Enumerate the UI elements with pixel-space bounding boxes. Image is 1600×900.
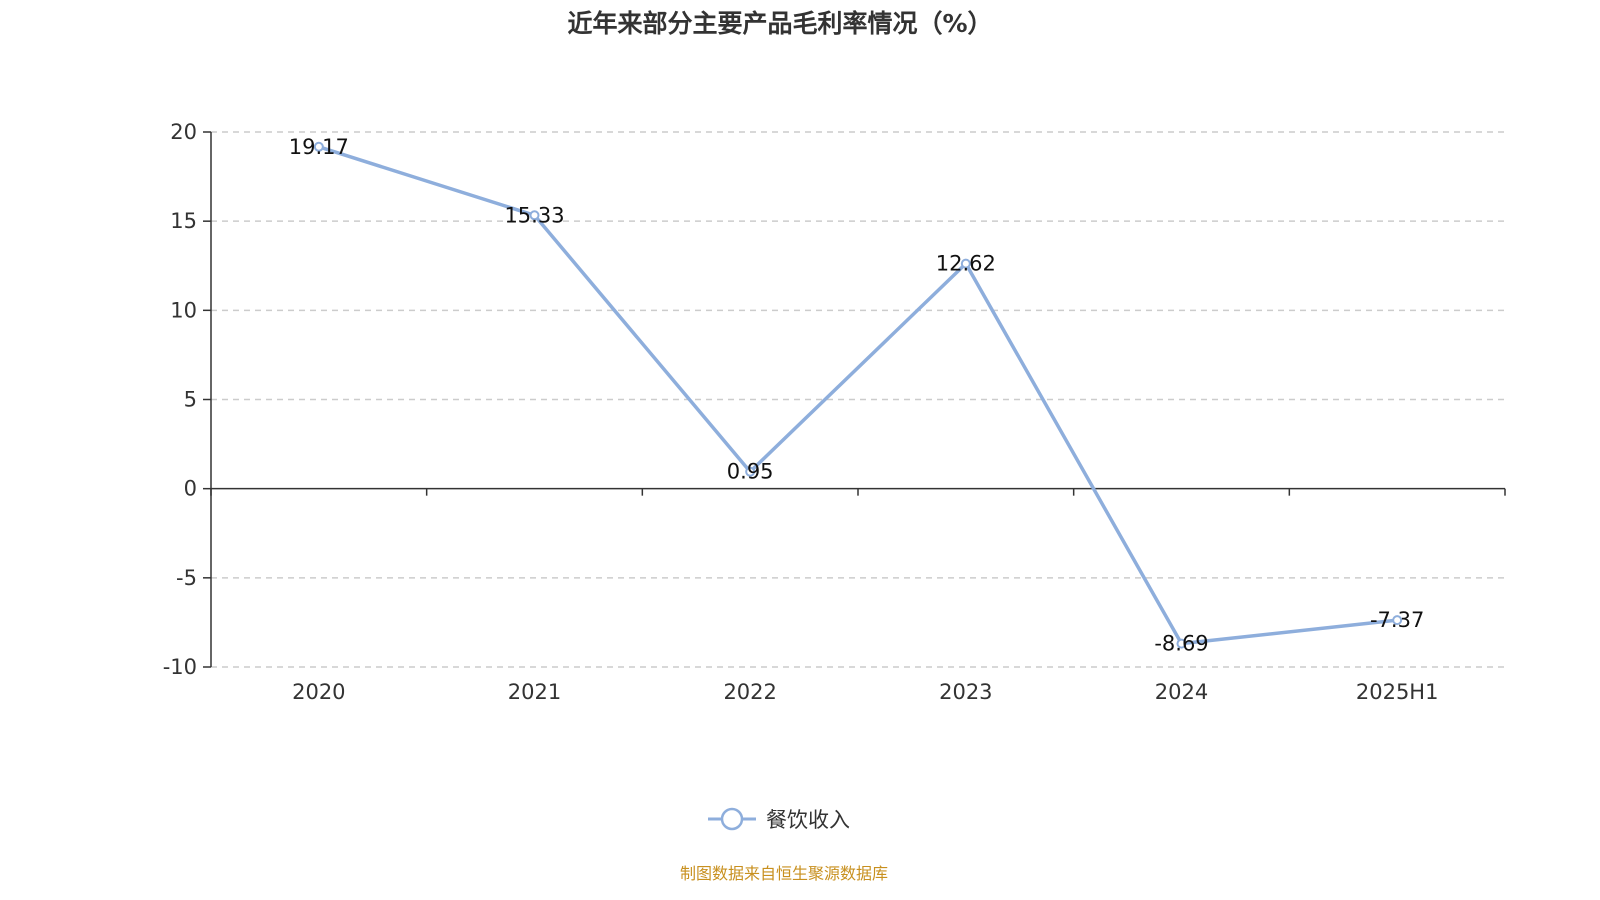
data-label: 19.17 bbox=[289, 135, 349, 159]
data-point bbox=[1176, 638, 1187, 649]
data-point bbox=[529, 210, 540, 221]
data-label: 12.62 bbox=[936, 252, 996, 276]
y-tick-label: 10 bbox=[170, 298, 197, 322]
legend[interactable]: 餐饮收入 bbox=[708, 804, 850, 834]
data-point bbox=[960, 258, 971, 269]
legend-line-circle-icon bbox=[708, 807, 756, 831]
y-tick-label: 0 bbox=[184, 477, 197, 501]
data-point bbox=[1392, 615, 1403, 626]
data-label: -8.69 bbox=[1154, 632, 1208, 656]
y-tick-label: 20 bbox=[170, 120, 197, 144]
x-tick-label: 2020 bbox=[292, 680, 345, 704]
series-line bbox=[318, 145, 1398, 646]
data-point bbox=[745, 466, 756, 477]
data-point bbox=[313, 141, 324, 152]
y-tick-label: 5 bbox=[184, 388, 197, 412]
data-label: 15.33 bbox=[504, 203, 564, 227]
data-label: 0.95 bbox=[727, 460, 774, 484]
x-tick-label: 2024 bbox=[1155, 680, 1208, 704]
source-note: 制图数据来自恒生聚源数据库 bbox=[679, 864, 888, 883]
x-tick-label: 2021 bbox=[508, 680, 561, 704]
legend-label: 餐饮收入 bbox=[766, 808, 850, 832]
y-tick-label: 15 bbox=[170, 209, 197, 233]
data-label: -7.37 bbox=[1370, 608, 1424, 632]
x-tick-label: 2023 bbox=[939, 680, 992, 704]
x-tick-label: 2022 bbox=[723, 680, 776, 704]
y-tick-label: -5 bbox=[176, 566, 197, 590]
chart-title: 近年来部分主要产品毛利率情况（%） bbox=[567, 9, 993, 38]
x-tick-label: 2025H1 bbox=[1356, 680, 1439, 704]
y-tick-label: -10 bbox=[163, 655, 197, 679]
